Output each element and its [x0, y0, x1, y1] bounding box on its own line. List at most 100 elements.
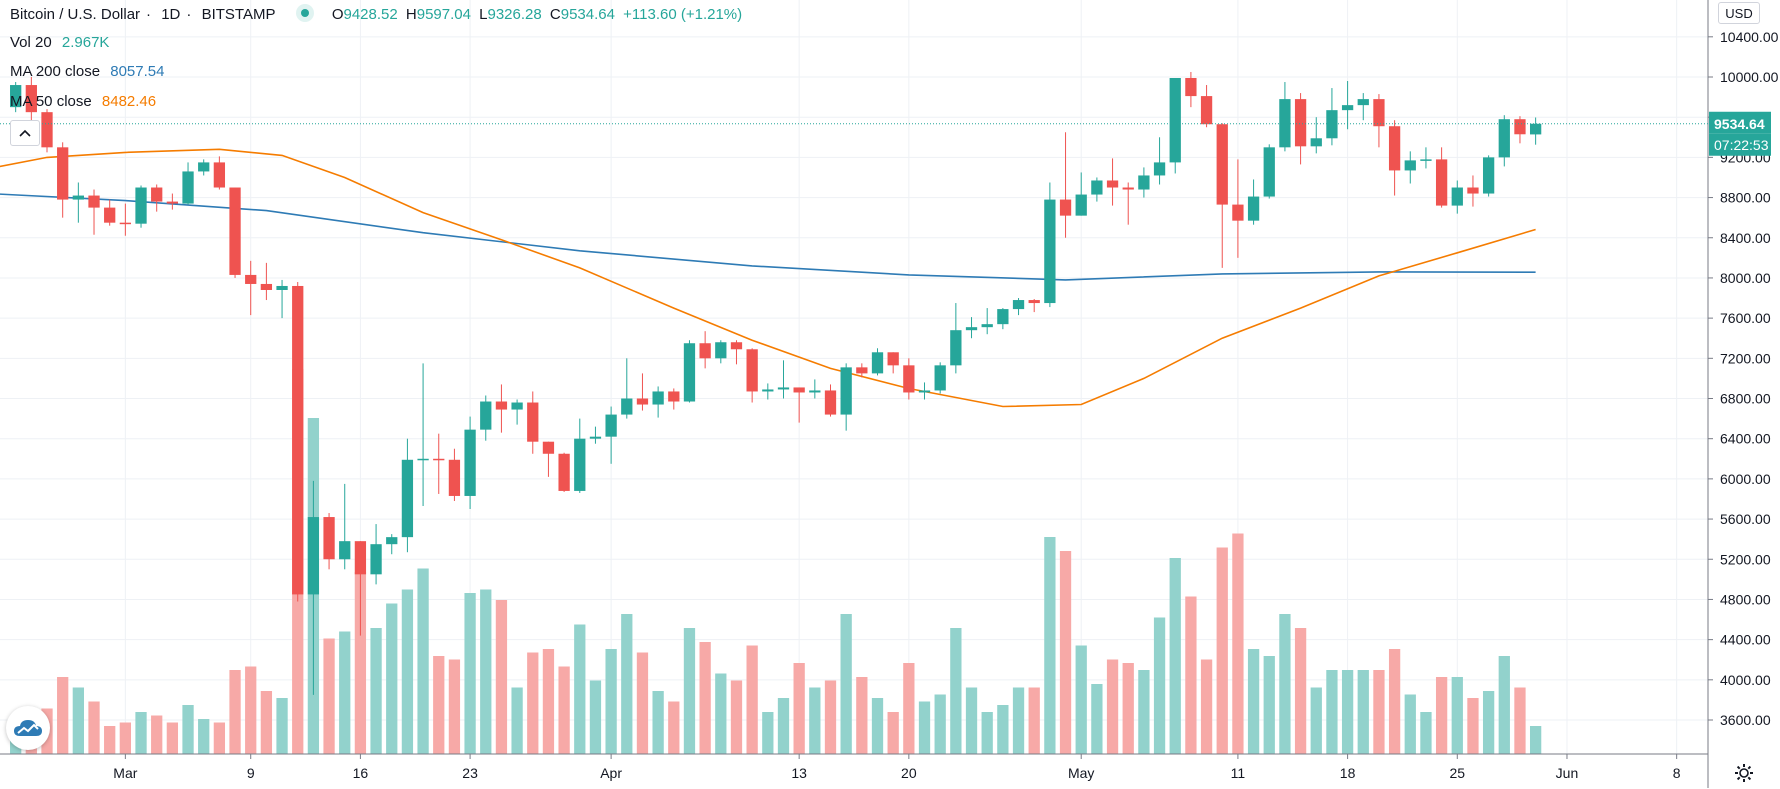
symbol-name[interactable]: Bitcoin / U.S. Dollar: [10, 6, 141, 23]
time-tick-label: 25: [1449, 765, 1465, 781]
interval[interactable]: 1D: [161, 6, 181, 23]
gear-icon[interactable]: [1733, 762, 1755, 784]
time-tick-label: 8: [1673, 765, 1681, 781]
volume-bar: [542, 649, 555, 754]
volume-bar: [1404, 694, 1416, 754]
price-tick-label: 8000.00: [1720, 270, 1771, 286]
volume-bar: [1294, 628, 1307, 754]
volume-bar: [1122, 663, 1134, 754]
volume-bar: [1310, 687, 1322, 754]
candle-body: [1153, 162, 1166, 176]
close-label: C: [549, 6, 561, 23]
volume-legend[interactable]: Vol 20 2.967K: [10, 34, 115, 51]
separator: ·: [146, 6, 152, 23]
open-label: O: [331, 6, 344, 23]
candle-body: [1404, 160, 1416, 171]
volume-bar: [965, 687, 978, 754]
candle-body: [965, 327, 978, 331]
price-tick-label: 5600.00: [1720, 511, 1771, 527]
volume-bar: [1482, 691, 1495, 754]
candle-body: [699, 343, 711, 359]
price-tick-label: 7600.00: [1720, 310, 1771, 326]
candle-body: [542, 441, 555, 454]
ma200-value: 8057.54: [110, 63, 165, 80]
market-status-icon[interactable]: [295, 4, 314, 22]
candle-body: [229, 187, 241, 275]
collapse-legend-button[interactable]: [10, 120, 40, 146]
volume-bar: [401, 589, 414, 754]
ma200-legend[interactable]: MA 200 close 8057.54: [10, 63, 170, 80]
tradingview-cloud-icon[interactable]: [6, 706, 50, 750]
candle-body: [887, 352, 899, 366]
price-tick-label: 6400.00: [1720, 431, 1771, 447]
ma50-legend[interactable]: MA 50 close 8482.46: [10, 93, 162, 110]
volume-bar: [871, 698, 884, 754]
candle-body: [292, 285, 304, 595]
time-tick-label: Apr: [600, 765, 622, 781]
candle-body: [1388, 126, 1401, 171]
candle-body: [1044, 199, 1056, 304]
candle-body: [166, 201, 179, 204]
candle-body: [558, 453, 570, 491]
volume-bar: [433, 656, 445, 754]
volume-bar: [793, 663, 805, 754]
candle-body: [997, 309, 1009, 325]
candle-body: [88, 195, 100, 208]
volume-bar: [119, 722, 131, 754]
candle-body: [981, 324, 993, 328]
volume-bar: [840, 614, 852, 754]
volume-bar: [1467, 698, 1479, 754]
candle-body: [198, 162, 210, 172]
time-tick-label: Jun: [1556, 765, 1579, 781]
volume-bar: [605, 649, 617, 754]
volume-bar: [1279, 614, 1291, 754]
candle-body: [1138, 175, 1150, 190]
candle-body: [1435, 159, 1448, 206]
time-tick-label: 23: [462, 765, 478, 781]
candle-body: [1012, 300, 1025, 310]
volume-bar: [715, 673, 727, 754]
volume-bar: [668, 701, 680, 754]
price-tick-label: 10000.00: [1720, 69, 1779, 85]
cloud-icon: [14, 720, 42, 736]
volume-bar: [824, 680, 837, 754]
candle-body: [824, 390, 837, 415]
candle-body: [1514, 119, 1526, 135]
volume-bar: [1153, 617, 1166, 754]
candle-body: [307, 517, 320, 595]
candle-body: [762, 389, 774, 392]
volume-bar: [1216, 547, 1228, 754]
candle-body: [1200, 96, 1213, 125]
time-tick-label: 20: [901, 765, 917, 781]
candle-body: [574, 438, 586, 491]
candle-body: [1028, 300, 1040, 304]
volume-bar: [72, 687, 84, 754]
candle-body: [715, 342, 727, 359]
volume-bar: [151, 715, 163, 754]
volume-bar: [1373, 670, 1385, 754]
candle-body: [1341, 105, 1354, 111]
volume-bar: [88, 701, 100, 754]
candle-body: [527, 402, 539, 442]
time-tick-label: May: [1068, 765, 1094, 781]
moving-averages: [0, 148, 1536, 408]
candle-body: [1059, 199, 1072, 216]
candle-body: [950, 330, 962, 366]
volume-bar: [1075, 645, 1087, 754]
candle-body: [401, 459, 414, 538]
candle-body: [25, 85, 37, 113]
volume-bar: [1498, 656, 1510, 754]
currency-button[interactable]: USD: [1718, 2, 1760, 24]
candle-body: [683, 343, 696, 402]
candle-body: [636, 398, 649, 405]
candle-body: [1185, 78, 1197, 97]
volume-bar: [229, 670, 241, 754]
candle-body: [276, 285, 288, 290]
volume-bar: [777, 698, 790, 754]
symbol-legend: Bitcoin / U.S. Dollar · 1D · BITSTAMP O942…: [10, 4, 746, 23]
candle-body: [1326, 110, 1338, 139]
candle-body: [433, 458, 445, 461]
